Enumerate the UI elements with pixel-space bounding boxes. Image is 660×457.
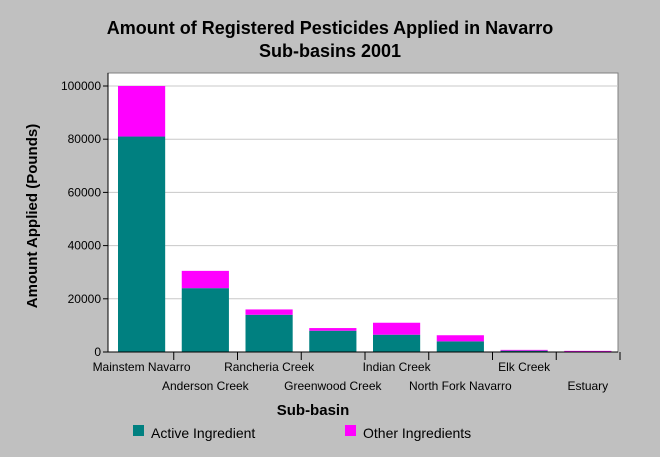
bar-segment [373,322,421,335]
bar-segment [500,349,548,351]
bar-segment [436,341,484,352]
bar-segment [500,350,548,352]
x-tick-label: North Fork Navarro [409,379,512,393]
bar-segment [118,136,166,352]
bars [118,86,612,352]
legend-swatch [133,425,144,436]
y-tick-label: 0 [94,345,101,359]
bar-segment [309,328,357,331]
bar-segment [118,86,166,137]
x-axis-title: Sub-basin [277,402,350,419]
y-tick-label: 100000 [61,79,101,93]
x-tick-label: Estuary [567,379,608,393]
y-axis: 0 20000 40000 60000 80000 100000 [61,73,109,359]
legend-label: Active Ingredient [151,425,255,441]
x-tick-label: Anderson Creek [162,379,250,393]
y-tick-label: 40000 [68,239,102,253]
y-tick-label: 20000 [68,292,102,306]
bar-segment [181,270,229,289]
x-tick-label: Elk Creek [498,360,551,374]
x-tick-label: Mainstem Navarro [93,360,191,374]
legend: Active Ingredient Other Ingredients [133,425,471,441]
bar-segment [564,350,612,352]
bar-segment [436,335,484,342]
x-tick-label: Rancheria Creek [224,360,315,374]
bar-segment [245,309,293,315]
y-axis-title: Amount Applied (Pounds) [24,124,41,308]
x-tick-label: Indian Creek [363,360,432,374]
x-axis: Mainstem Navarro Anderson Creek Rancheria … [93,351,621,393]
y-tick-label: 60000 [68,185,102,199]
y-tick-label: 80000 [68,132,102,146]
bar-segment [373,334,421,352]
legend-label: Other Ingredients [363,425,471,441]
chart-title-line-1: Amount of Registered Pesticides Applied … [107,18,553,38]
bar-segment [181,288,229,352]
x-tick-label: Greenwood Creek [284,379,382,393]
chart-title-line-2: Sub-basins 2001 [259,41,401,61]
legend-swatch [345,425,356,436]
bar-segment [245,314,293,352]
bar-segment [309,330,357,352]
